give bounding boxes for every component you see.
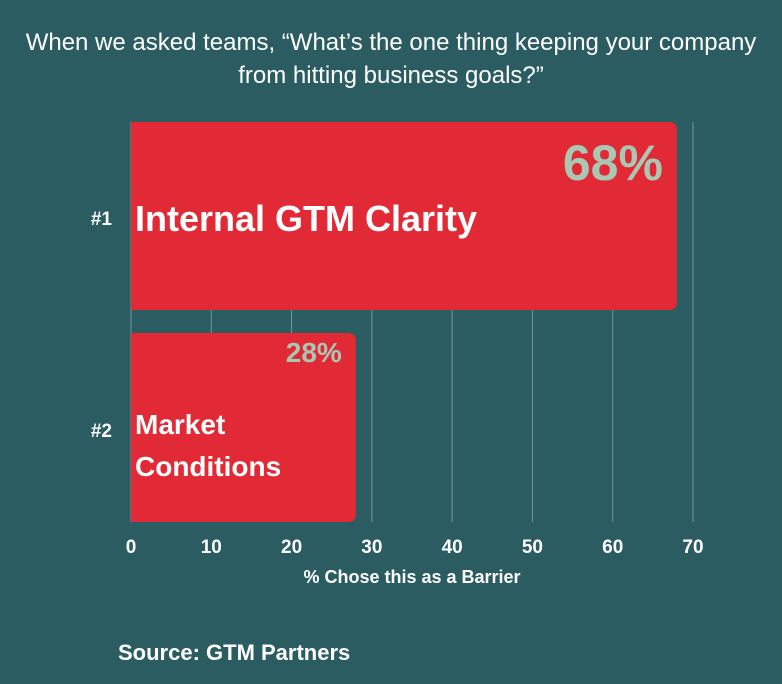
x-tick-label-50: 50 bbox=[522, 537, 543, 558]
category-label-1: Internal GTM Clarity bbox=[135, 198, 477, 239]
rank-label-2: #2 bbox=[91, 421, 112, 442]
bars: 68% #1 28% #2 Internal GTM Clarity Market Cond… bbox=[91, 122, 677, 522]
x-tick-label-70: 70 bbox=[682, 537, 703, 558]
x-tick-label-20: 20 bbox=[281, 537, 302, 558]
x-axis-label: % Chose this as a Barrier bbox=[303, 567, 520, 587]
rank-label-1: #1 bbox=[91, 209, 113, 230]
x-tick-label-30: 30 bbox=[361, 537, 382, 558]
bar-2 bbox=[131, 333, 356, 522]
bar-1 bbox=[131, 122, 677, 310]
x-tick-label-40: 40 bbox=[442, 537, 463, 558]
x-axis-ticks: 0 10 20 30 40 50 60 70 bbox=[126, 537, 704, 558]
category-label-2: Market Conditions bbox=[135, 409, 281, 482]
source-note: Source: GTM Partners bbox=[118, 640, 351, 665]
chart-title-line-1: When we asked teams, “What’s the one thi… bbox=[25, 29, 757, 56]
value-label-2: 28% bbox=[286, 337, 342, 368]
chart-title-line-2: from hitting business goals?” bbox=[238, 62, 544, 89]
chart-title: When we asked teams, “What’s the one thi… bbox=[0, 26, 782, 92]
x-tick-label-10: 10 bbox=[201, 537, 222, 558]
x-tick-label-0: 0 bbox=[126, 537, 137, 558]
value-label-1: 68% bbox=[563, 135, 663, 191]
x-tick-label-60: 60 bbox=[602, 537, 623, 558]
